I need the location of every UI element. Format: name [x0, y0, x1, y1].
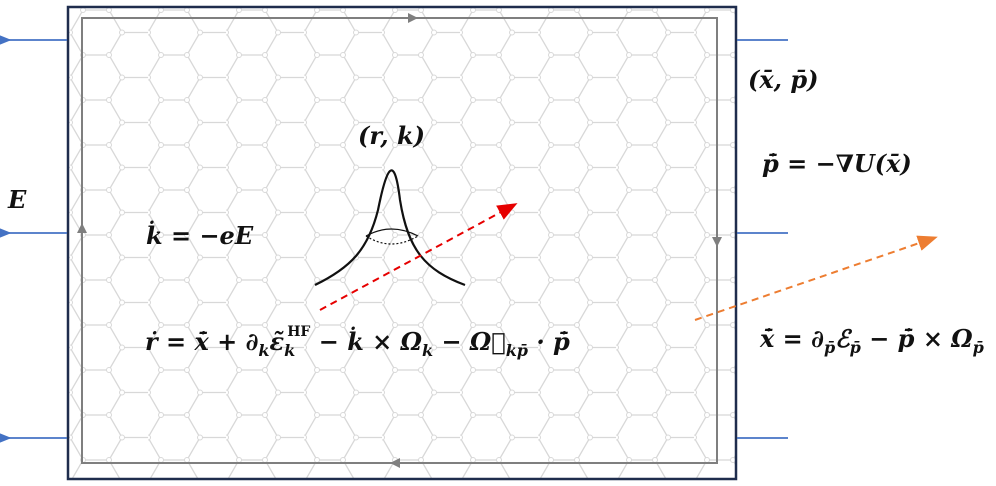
packet-ellipse-front	[365, 235, 419, 245]
loop-arrow	[77, 223, 87, 233]
eq-sub: p̄	[973, 338, 984, 357]
packet-velocity-arrow	[319, 203, 518, 311]
k-dot-equation: k̇ = −eE	[146, 220, 254, 250]
eq-part: ℰ	[835, 324, 853, 353]
eq-sub: k	[284, 341, 295, 360]
eq-sup: HF	[287, 324, 310, 340]
loop-arrow	[390, 458, 400, 468]
eq-part: − Ω⃡	[433, 327, 506, 356]
wave-packet-label: (r, k)	[358, 121, 425, 150]
eq-sub: p̄	[850, 338, 861, 357]
field-lines	[0, 32, 788, 446]
eq-part: · p̄̇	[528, 327, 570, 356]
eq-sub: p̄	[824, 338, 835, 357]
packet-ellipse-back	[365, 228, 419, 237]
eq-part: ε̃	[270, 327, 285, 356]
bath-label: (x̄, p̄)	[748, 65, 819, 94]
eq-sub: k	[422, 341, 433, 360]
eq-part: − k̇ × Ω	[310, 326, 422, 356]
p-dot-equation: p̄̇ = −∇U(x̄)	[762, 149, 912, 178]
field-label: E	[7, 185, 27, 214]
loop-arrow	[712, 237, 722, 247]
sample-boundary	[66, 5, 738, 481]
eq-sub: k	[258, 341, 269, 360]
eq-part: − p̄̇ × Ω	[861, 324, 973, 353]
eq-part: x̄̇ = ∂	[759, 324, 824, 353]
bath-velocity-arrow	[694, 235, 938, 321]
r-dot-equation: ṙ = x̄̇ + ∂kε̃kHF − k̇ × Ωk − Ω⃡kp̄ · p…	[145, 324, 570, 360]
x-dot-equation: x̄̇ = ∂p̄ℰp̄ − p̄̇ × Ωp̄	[759, 324, 984, 357]
eq-part: ṙ = x̄̇ + ∂	[145, 327, 258, 356]
eq-sub: kp̄	[506, 341, 528, 360]
loop-arrow	[408, 13, 418, 23]
